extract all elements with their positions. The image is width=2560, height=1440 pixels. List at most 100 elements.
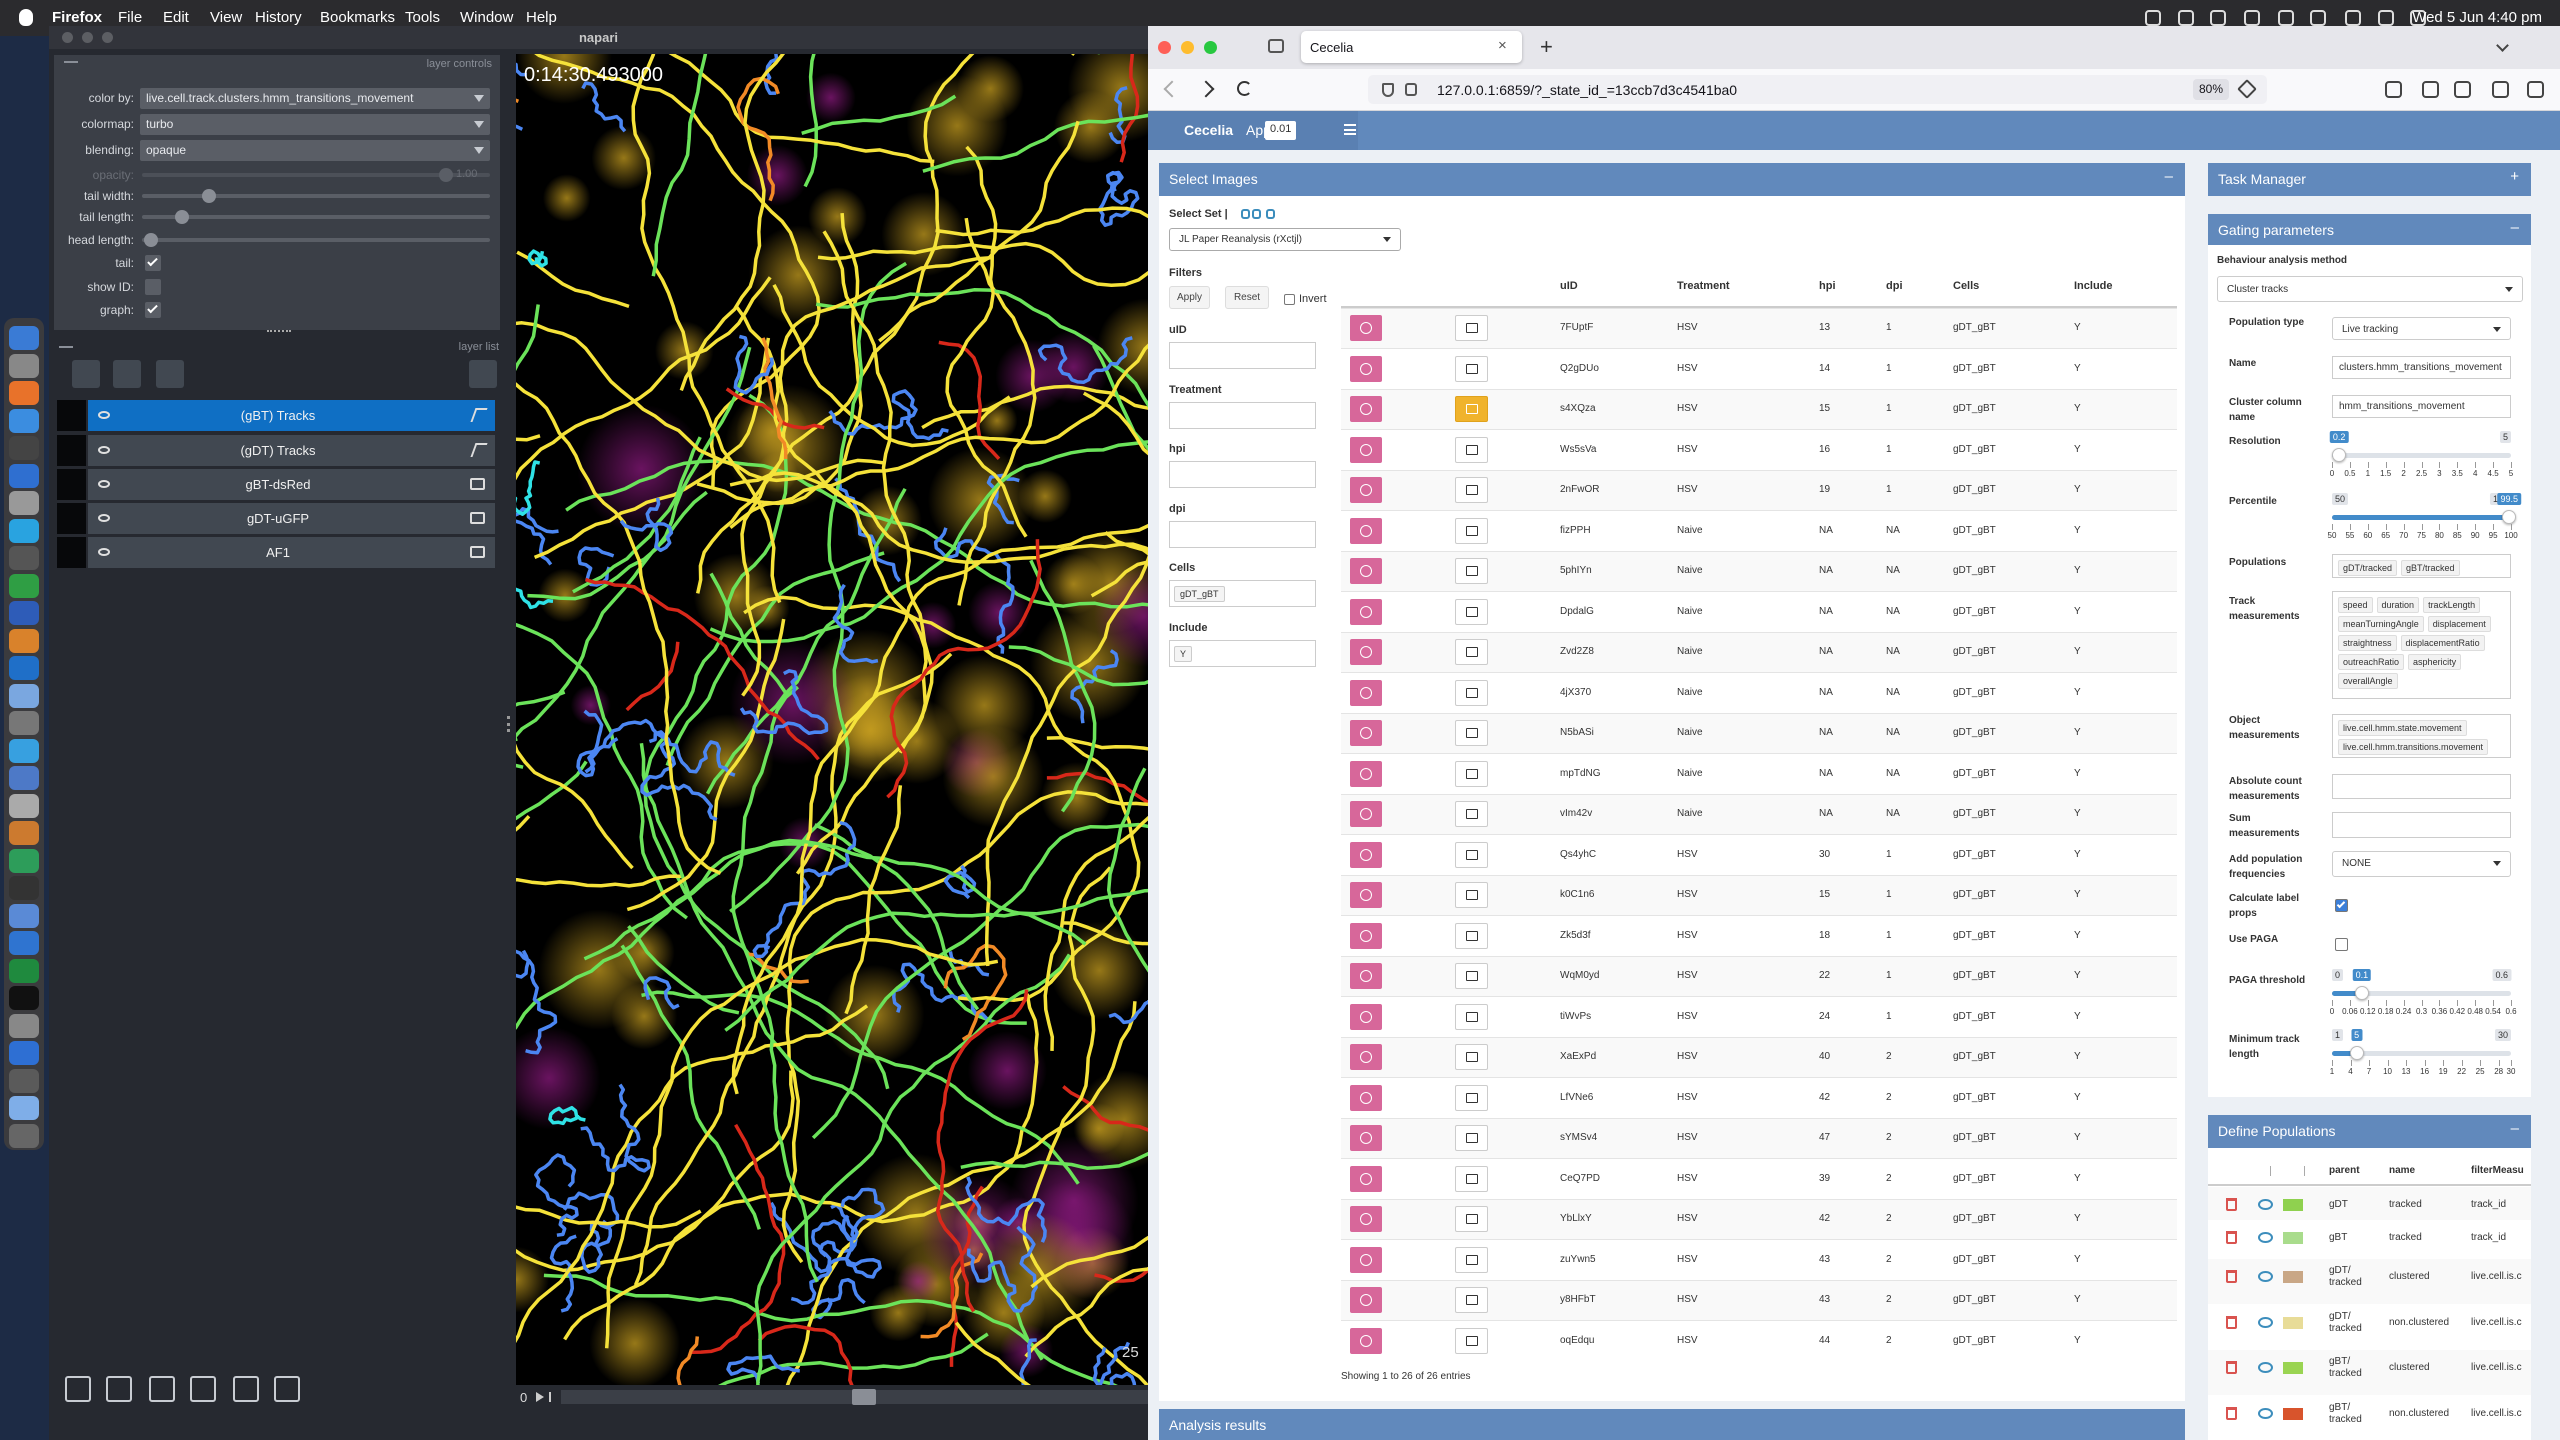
row-image-button[interactable] <box>1455 1044 1488 1070</box>
visibility-button[interactable] <box>2258 1362 2273 1373</box>
row-image-button[interactable] <box>1455 477 1488 503</box>
row-image-button[interactable] <box>1455 558 1488 584</box>
set-action-icon[interactable] <box>1241 209 1250 219</box>
row-image-button[interactable] <box>1455 760 1488 787</box>
status-icon[interactable] <box>2278 10 2294 26</box>
step-button[interactable] <box>549 1392 557 1402</box>
slider-handle[interactable] <box>175 210 189 224</box>
tag-input[interactable]: live.cell.hmm.state.movement live.cell.hm… <box>2332 714 2511 758</box>
box-tool[interactable]: – <box>2510 219 2519 236</box>
slider-handle[interactable] <box>202 189 216 203</box>
dock-icon[interactable] <box>9 326 39 350</box>
row-action-button[interactable] <box>1350 841 1382 868</box>
tab[interactable]: Cecelia × <box>1301 31 1522 63</box>
row-action-button[interactable] <box>1350 1327 1382 1354</box>
tag[interactable]: asphericity <box>2408 654 2462 670</box>
column-header[interactable]: Cells <box>1953 280 1980 292</box>
viewer-button[interactable] <box>65 1376 91 1402</box>
delete-button[interactable] <box>2226 1270 2237 1283</box>
checkbox[interactable] <box>2335 899 2348 912</box>
window-button[interactable] <box>82 32 93 43</box>
layer-row[interactable]: gBT-dsRed <box>88 469 495 500</box>
sort-icon[interactable] <box>2304 1166 2308 1176</box>
row-image-button[interactable] <box>1455 517 1488 544</box>
row-action-button[interactable] <box>1350 1206 1382 1232</box>
dock-icon[interactable] <box>9 958 39 983</box>
zoom-badge[interactable]: 80% <box>2193 79 2230 100</box>
tag[interactable]: displacement <box>2427 616 2491 632</box>
row-action-button[interactable] <box>1350 558 1382 584</box>
dock-icon[interactable] <box>9 986 39 1010</box>
column-header[interactable]: Include <box>2074 280 2113 292</box>
row-image-button[interactable] <box>1455 841 1488 868</box>
row-action-button[interactable] <box>1350 1125 1382 1151</box>
row-action-button[interactable] <box>1350 882 1382 908</box>
menu-item[interactable]: File <box>118 9 143 26</box>
status-icon[interactable] <box>2145 10 2161 26</box>
forward-button[interactable] <box>1197 80 1215 98</box>
text-input[interactable]: clusters.hmm_transitions_movement <box>2332 356 2511 379</box>
invert-checkbox[interactable] <box>1284 294 1295 305</box>
row-action-button[interactable] <box>1350 679 1382 706</box>
apply-button[interactable]: Apply <box>1169 286 1210 309</box>
dock-icon[interactable] <box>9 491 39 515</box>
tag-input[interactable] <box>2332 774 2511 799</box>
tag[interactable]: displacementRatio <box>2400 635 2485 651</box>
visibility-button[interactable] <box>2258 1232 2273 1243</box>
set-select[interactable]: JL Paper Reanalysis (rXctjl) <box>1169 228 1401 251</box>
viewer-button[interactable] <box>106 1376 132 1402</box>
row-action-button[interactable] <box>1350 639 1382 665</box>
checkbox[interactable] <box>145 279 161 295</box>
filter-input[interactable]: gDT_gBT <box>1169 580 1316 607</box>
column-header[interactable]: uID <box>1560 280 1578 292</box>
url-bar[interactable]: 127.0.0.1:6859/?_state_id_=13ccb7d3c4541… <box>1368 75 2267 104</box>
dock-icon[interactable] <box>9 601 39 625</box>
status-icon[interactable] <box>2178 10 2194 26</box>
dock-icon[interactable] <box>9 821 39 845</box>
tag[interactable]: speed <box>2338 597 2373 613</box>
column-header[interactable]: Treatment <box>1677 280 1730 292</box>
row-action-button[interactable] <box>1350 315 1382 341</box>
sort-icon[interactable] <box>2270 1166 2274 1176</box>
row-action-button[interactable] <box>1350 801 1382 827</box>
column-header[interactable]: filterMeasu <box>2471 1165 2524 1176</box>
menu-item[interactable]: Help <box>526 9 557 26</box>
row-image-button[interactable] <box>1455 315 1488 341</box>
tag[interactable]: meanTurningAngle <box>2338 616 2424 632</box>
play-button[interactable] <box>536 1392 544 1402</box>
box-tool[interactable]: – <box>2510 1120 2519 1137</box>
toolbar-icon[interactable] <box>2385 81 2402 98</box>
dock-icon[interactable] <box>9 711 39 735</box>
layer-button[interactable] <box>113 360 141 388</box>
color-swatch[interactable] <box>2283 1232 2303 1244</box>
toolbar-icon[interactable] <box>2454 81 2471 98</box>
box-tool[interactable]: + <box>2510 168 2519 185</box>
tag[interactable]: live.cell.hmm.transitions.movement <box>2338 739 2489 755</box>
row-action-button[interactable] <box>1350 355 1382 382</box>
delete-button[interactable] <box>2226 1407 2237 1420</box>
color-swatch[interactable] <box>2283 1271 2303 1283</box>
filter-input[interactable] <box>1169 401 1316 429</box>
dock-icon[interactable] <box>9 1013 39 1038</box>
frame-handle[interactable] <box>852 1389 876 1405</box>
set-action-icon[interactable] <box>1252 209 1261 219</box>
row-action-button[interactable] <box>1350 436 1382 463</box>
row-image-button[interactable] <box>1455 598 1488 625</box>
tag[interactable]: gBT/tracked <box>2401 560 2460 576</box>
row-action-button[interactable] <box>1350 396 1382 422</box>
dock-icon[interactable] <box>9 436 39 460</box>
visibility-button[interactable] <box>2258 1271 2273 1282</box>
dock-icon[interactable] <box>9 1123 39 1148</box>
delete-layer-button[interactable] <box>469 360 497 388</box>
set-action-icon[interactable] <box>1266 209 1275 219</box>
slider-handle[interactable] <box>439 168 453 182</box>
row-action-button[interactable] <box>1350 477 1382 503</box>
app-menu[interactable]: Firefox <box>52 9 103 26</box>
tag[interactable]: live.cell.hmm.state.movement <box>2338 720 2467 736</box>
dock-icon[interactable] <box>9 848 39 873</box>
dock-icon[interactable] <box>9 876 39 900</box>
menu-item[interactable]: Window <box>460 9 514 26</box>
status-icon[interactable] <box>2310 10 2326 26</box>
filter-input[interactable] <box>1169 520 1316 548</box>
slider-track[interactable] <box>2332 991 2511 996</box>
